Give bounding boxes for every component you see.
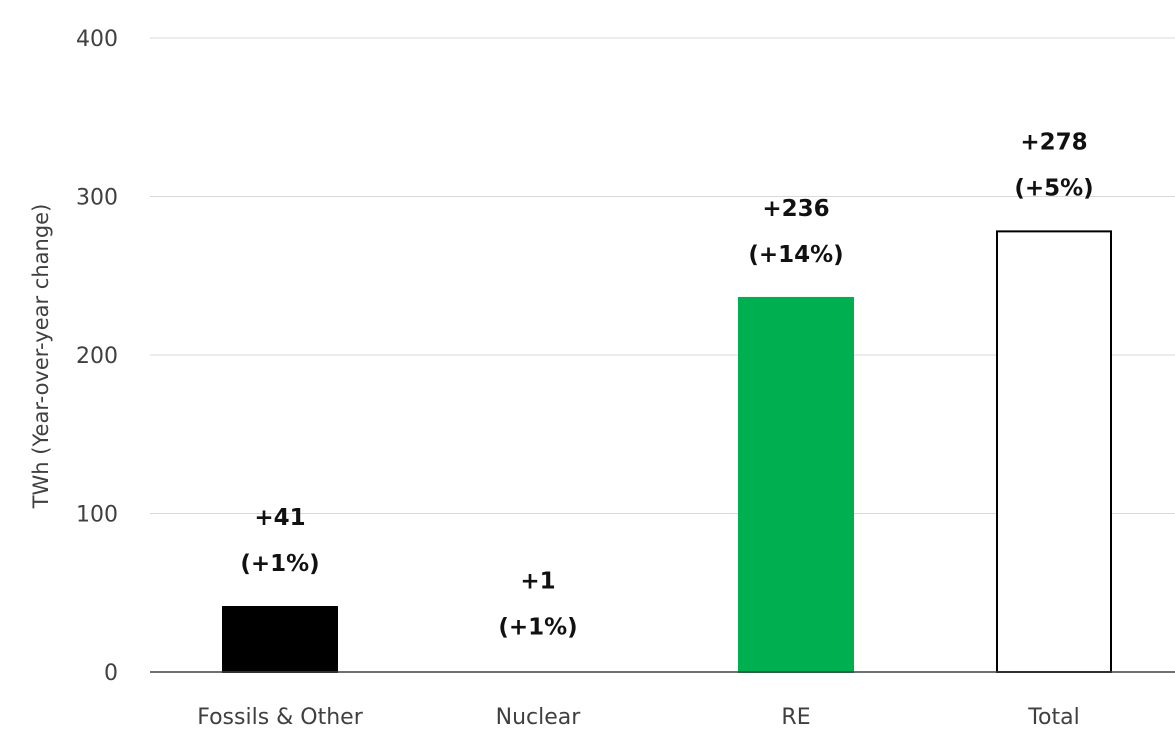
data-label-percent-3: (+5%): [1014, 175, 1093, 201]
data-label-percent-0: (+1%): [240, 551, 319, 577]
y-axis-ticks: 0 100 200 300 400: [76, 27, 118, 686]
x-category-label-3: Total: [1027, 705, 1079, 730]
y-tick-label-100: 100: [76, 503, 118, 528]
data-label-percent-2: (+14%): [748, 242, 843, 268]
bar-fossils-other: [222, 606, 338, 674]
data-label-percent-1: (+1%): [498, 614, 577, 640]
x-category-label-0: Fossils & Other: [197, 705, 364, 730]
y-tick-label-0: 0: [104, 661, 118, 686]
bars: [222, 230, 1112, 674]
bar-re: [738, 296, 854, 673]
y-axis-title: TWh (Year-over-year change): [29, 204, 53, 510]
y-tick-label-300: 300: [76, 186, 118, 211]
data-label-value-2: +236: [762, 196, 829, 222]
y-tick-label-200: 200: [76, 344, 118, 369]
data-label-value-1: +1: [520, 568, 555, 594]
x-axis-categories: Fossils & Other Nuclear RE Total: [197, 705, 1079, 730]
x-category-label-2: RE: [781, 705, 810, 730]
data-label-value-3: +278: [1020, 129, 1087, 155]
y-tick-label-400: 400: [76, 27, 118, 52]
x-category-label-1: Nuclear: [496, 705, 582, 730]
data-label-value-0: +41: [254, 505, 305, 531]
bar-total: [996, 230, 1112, 673]
data-labels: +41 (+1%) +1 (+1%) +236 (+14%) +278 (+5%): [240, 129, 1093, 640]
